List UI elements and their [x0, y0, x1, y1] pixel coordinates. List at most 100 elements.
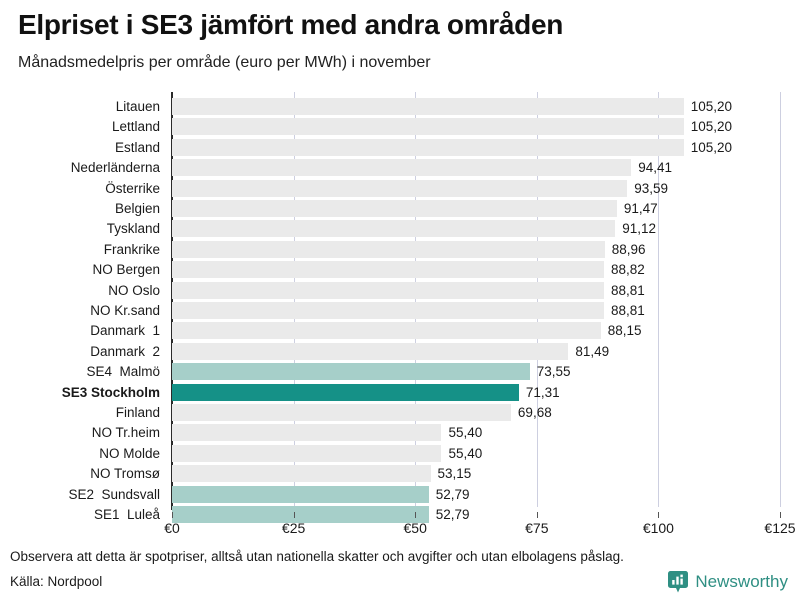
bar [172, 465, 431, 483]
category-label: Österrike [105, 180, 160, 196]
gridline [415, 92, 417, 507]
value-label: 53,15 [437, 466, 472, 482]
category-label: SE1 Luleå [93, 507, 160, 522]
bar [172, 118, 684, 136]
value-label: 52,79 [435, 486, 470, 502]
bar [172, 424, 442, 442]
chart-header: Elpriset i SE3 jämfört med andra områden… [18, 8, 788, 74]
bar-row: NO Molde 55,40 [0, 444, 800, 465]
bar-row: Nederländerna 94,41 [0, 159, 800, 179]
y-axis-line [171, 92, 173, 510]
bar-row: SE1 Luleå 52,79 [0, 506, 800, 526]
value-label: 105,20 [690, 139, 732, 155]
bar [172, 383, 519, 401]
bar [172, 138, 684, 156]
value-label: 91,47 [623, 201, 658, 216]
x-tick [658, 512, 660, 518]
chart-subtitle: Månadsmedelpris per område (euro per MWh… [18, 54, 431, 71]
category-label: NO Tromsø [90, 466, 160, 482]
category-label: Finland [115, 405, 160, 420]
bar-chart: Litauen 105,20 Lettland 105,20 Estland 105,20… [0, 92, 800, 523]
value-label: 105,20 [690, 99, 732, 114]
bar-row: SE3 Stockholm 71,31 [0, 383, 800, 404]
category-label: Lettland [111, 119, 160, 135]
value-label: 93,59 [634, 180, 669, 196]
bar [172, 342, 569, 360]
category-label: NO Oslo [108, 282, 160, 298]
bar [172, 261, 605, 279]
value-label: 69,68 [517, 405, 552, 420]
bar-row: Österrike 93,59 [0, 179, 800, 200]
value-label: 81,49 [575, 343, 610, 359]
bar-row: NO Tr.heim 55,40 [0, 424, 800, 444]
bar [172, 159, 632, 177]
category-label: NO Tr.heim [91, 425, 160, 441]
category-label: SE3 Stockholm [61, 384, 160, 400]
gridline [658, 92, 660, 507]
category-label: Litauen [115, 99, 160, 114]
bar [172, 404, 511, 421]
bar-row: Tyskland 91,12 [0, 220, 800, 240]
value-label: 88,82 [611, 262, 645, 278]
bar-row: Litauen 105,20 [0, 98, 800, 118]
gridline [293, 92, 295, 507]
bar-row: Finland 69,68 [0, 404, 800, 424]
bar [172, 200, 617, 217]
x-tick [172, 512, 173, 518]
value-label: 88,81 [610, 303, 645, 318]
bar [172, 281, 604, 299]
bar-row: Frankrike 88,96 [0, 240, 800, 261]
x-tick-label: €125 [764, 520, 796, 536]
newsworthy-logo: Newsworthy [668, 570, 788, 594]
bar-row: NO Kr.sand 88,81 [0, 302, 800, 322]
category-label: Belgien [114, 201, 160, 216]
x-tick-label: €50 [403, 520, 427, 536]
category-label: Danmark 1 [90, 323, 160, 339]
category-label: NO Kr.sand [90, 303, 160, 318]
page-title: Elpriset i SE3 jämfört med andra områden [18, 9, 564, 40]
x-axis: €0 €25 €50 €75 €100 €125 [0, 512, 800, 538]
x-tick [415, 512, 417, 518]
bar-row: Estland 105,20 [0, 138, 800, 159]
bar-row: Lettland 105,20 [0, 118, 800, 138]
x-tick-label: €75 [525, 520, 549, 536]
value-label: 88,15 [607, 323, 642, 339]
value-label: 105,20 [690, 119, 732, 135]
bar [172, 322, 601, 340]
x-tick [536, 512, 538, 518]
bar [172, 485, 429, 503]
bar-chart-icon [668, 571, 689, 593]
bar [172, 302, 604, 319]
x-tick-label: €100 [642, 520, 674, 536]
bar-row: NO Bergen 88,82 [0, 261, 800, 281]
footnote: Observera att detta är spotpriser, allts… [10, 549, 624, 564]
value-label: 55,40 [448, 445, 483, 461]
value-label: 88,96 [611, 241, 646, 257]
x-tick [780, 512, 781, 518]
x-tick [293, 512, 295, 518]
category-label: Nederländerna [70, 160, 160, 176]
bar [172, 240, 605, 258]
category-label: Tyskland [106, 221, 160, 237]
bar [172, 220, 616, 238]
source-note: Källa: Nordpool [10, 574, 103, 589]
category-label: SE2 Sundsvall [68, 486, 160, 502]
gridline [536, 92, 538, 507]
bar [172, 179, 628, 197]
category-label: NO Molde [99, 445, 160, 461]
value-label: 94,41 [638, 160, 672, 176]
bar [172, 444, 442, 462]
value-label: 73,55 [536, 364, 571, 380]
x-tick-label: €0 [164, 520, 180, 536]
value-label: 52,79 [435, 507, 470, 522]
bar-row: SE4 Malmö 73,55 [0, 363, 800, 383]
bar-row: SE2 Sundsvall 52,79 [0, 485, 800, 506]
category-label: NO Bergen [92, 262, 160, 278]
bar [172, 363, 530, 381]
category-label: Frankrike [103, 241, 160, 257]
bar-row: NO Tromsø 53,15 [0, 465, 800, 485]
category-label: SE4 Malmö [86, 364, 160, 380]
category-label: Estland [114, 139, 160, 155]
bar-row: Belgien 91,47 [0, 200, 800, 220]
brand-name: Newsworthy [695, 572, 788, 591]
